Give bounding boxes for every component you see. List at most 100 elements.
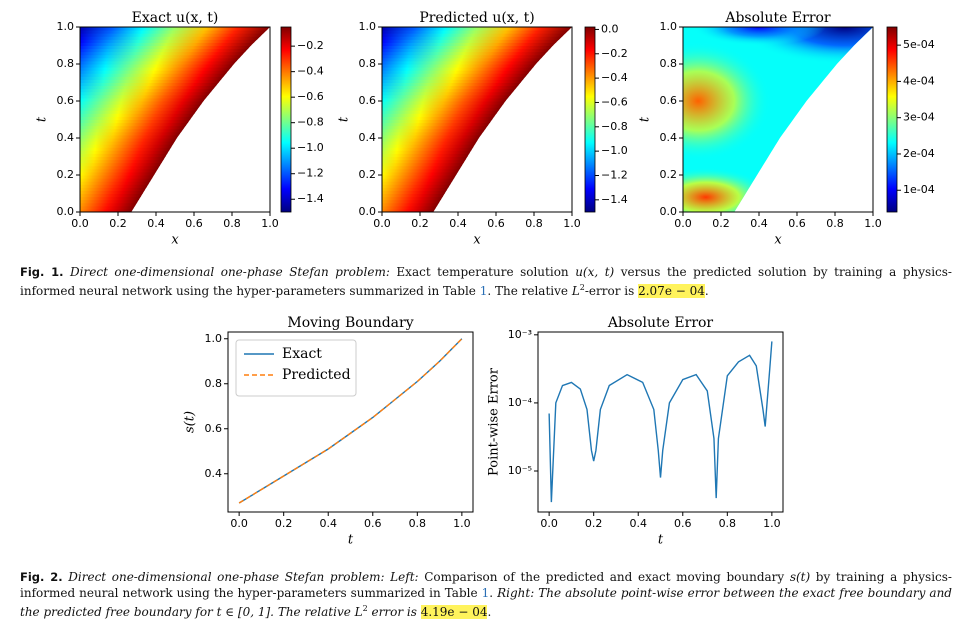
- axis-title: Predicted u(x, t): [419, 10, 534, 26]
- y-tick-label: 0.6: [359, 94, 377, 107]
- caption-italic: Direct one-dimensional one-phase Stefan …: [68, 570, 419, 584]
- colorbar-tick-label: 0.0: [601, 22, 619, 35]
- heatmap-row: [80, 41, 270, 46]
- caption-italic: L: [571, 284, 580, 298]
- x-tick-label: 0.8: [719, 517, 737, 530]
- x-tick-label: 0.6: [674, 517, 692, 530]
- caption-highlight: 4.19e − 04: [420, 605, 488, 619]
- caption-text: by training a physics-informed neural ne…: [20, 570, 952, 600]
- heatmap-row: [80, 29, 270, 34]
- legend-label: Predicted: [282, 367, 351, 383]
- y-tick-label: 0.2: [57, 168, 75, 181]
- heatmap-row: [382, 137, 572, 142]
- series-line: [548, 341, 773, 503]
- heatmap-row: [80, 66, 270, 71]
- heatmap-row: [80, 57, 270, 62]
- axis-title: Absolute Error: [724, 10, 831, 26]
- heatmap-row: [80, 82, 270, 87]
- caption-lab: Fig. 1.: [20, 265, 64, 279]
- y-axis-label: t: [35, 116, 50, 122]
- caption-sup: 2: [579, 283, 585, 292]
- y-tick-label: 0.8: [660, 57, 678, 70]
- caption-text: .: [704, 284, 709, 298]
- colorbar: [886, 26, 898, 213]
- heatmap-row: [80, 100, 270, 105]
- y-tick-label: 0.4: [205, 467, 223, 480]
- heatmap-row: [382, 78, 572, 83]
- heatmap-row: [80, 78, 270, 83]
- caption-text: versus the predicted solution by trainin…: [20, 265, 952, 298]
- caption-text: . The relative: [487, 284, 572, 298]
- figure-2-caption: Fig. 2. Direct one-dimensional one-phase…: [20, 569, 952, 620]
- x-tick-label: 0.0: [540, 517, 558, 530]
- y-tick-label: 0.0: [57, 205, 75, 218]
- x-tick-label: 0.2: [109, 217, 127, 230]
- y-axis-label: s(t): [183, 411, 198, 433]
- y-tick-label: 10⁻⁴: [508, 396, 533, 409]
- caption-link[interactable]: 1: [479, 284, 488, 298]
- x-tick-label: 0.2: [411, 217, 429, 230]
- caption-text: Comparison of the predicted and exact mo…: [418, 570, 790, 584]
- y-axis-label: t: [337, 116, 352, 122]
- legend-label: Exact: [282, 346, 322, 362]
- heatmap-row: [382, 82, 572, 87]
- heatmap-row: [382, 134, 572, 139]
- heatmap-row: [80, 35, 270, 40]
- colorbar-tick-label: 1e-04: [903, 183, 935, 196]
- heatmap-row: [80, 38, 270, 43]
- plot-frame: [79, 26, 271, 213]
- heatmap-row: [80, 131, 270, 136]
- series-line: [238, 338, 463, 504]
- heatmap-row: [80, 134, 270, 139]
- colorbar-tick-label: −0.8: [297, 116, 324, 129]
- caption-italic: u(x, t): [575, 265, 615, 279]
- colorbar-tick-label: 5e-04: [903, 38, 935, 51]
- heatmap-row: [382, 109, 572, 114]
- caption-text: .: [487, 605, 492, 619]
- axis-title: Moving Boundary: [287, 315, 413, 331]
- x-tick-label: 0.2: [712, 217, 730, 230]
- heatmap-row: [382, 27, 572, 31]
- caption-text: -error is: [584, 284, 639, 298]
- caption-italic: Direct one-dimensional one-phase Stefan …: [70, 265, 390, 279]
- colorbar: [584, 26, 596, 213]
- heatmap-row: [80, 106, 270, 111]
- colorbar-tick-label: −0.4: [601, 71, 628, 84]
- heatmap-row: [382, 85, 572, 90]
- y-tick-label: 0.0: [660, 205, 678, 218]
- x-tick-label: 0.2: [585, 517, 603, 530]
- heatmap-row: [80, 45, 270, 50]
- colorbar-tick-label: −0.2: [601, 47, 628, 60]
- heatmap-row: [382, 128, 572, 133]
- caption-italic: L: [354, 605, 363, 619]
- heatmap-row: [382, 38, 572, 43]
- x-axis-label: t: [348, 533, 354, 548]
- heatmap-row: [382, 88, 572, 93]
- heatmap-blob: [683, 41, 771, 161]
- colorbar-tick-label: −0.8: [601, 120, 628, 133]
- caption-text: .: [489, 586, 498, 600]
- y-tick-label: 0.4: [57, 131, 75, 144]
- heatmap-row: [80, 125, 270, 130]
- colorbar: [280, 26, 292, 213]
- colorbar-tick-label: −1.0: [297, 141, 324, 154]
- colorbar-tick-label: 3e-04: [903, 111, 935, 124]
- y-axis-label: t: [638, 116, 653, 122]
- heatmap-row: [382, 48, 572, 53]
- heatmap-row: [382, 57, 572, 62]
- heatmap-row: [382, 119, 572, 124]
- heatmap-row: [80, 48, 270, 53]
- y-tick-label: 0.6: [57, 94, 75, 107]
- heatmap: [683, 27, 873, 212]
- heatmap-row: [80, 75, 270, 80]
- heatmap-row: [382, 35, 572, 40]
- caption-link[interactable]: 1: [481, 586, 490, 600]
- heatmap-row: [382, 75, 572, 80]
- colorbar-tick-label: −0.2: [297, 39, 324, 52]
- heatmap-row: [80, 32, 270, 37]
- heatmap-row: [80, 97, 270, 102]
- x-tick-label: 0.4: [147, 217, 165, 230]
- heatmap-row: [382, 106, 572, 111]
- plot-frame: [537, 331, 784, 513]
